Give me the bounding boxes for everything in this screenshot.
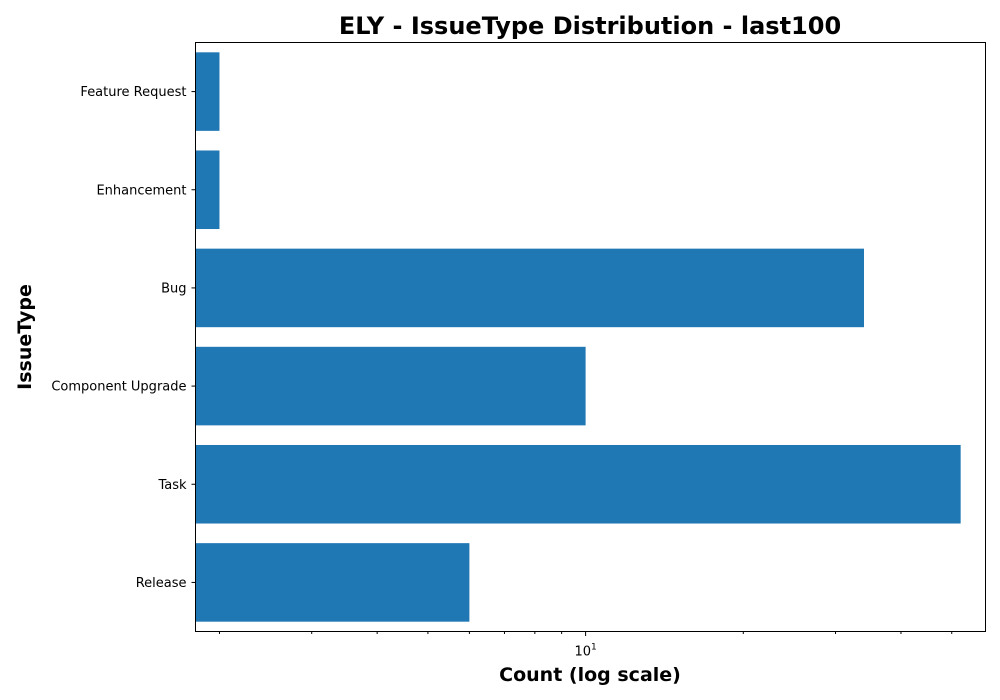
bar-release	[195, 543, 470, 622]
bar-component-upgrade	[195, 346, 586, 426]
y-tick-label-feature-request: Feature Request	[80, 85, 186, 100]
y-tick-label-component-upgrade: Component Upgrade	[51, 380, 186, 395]
y-axis-label: IssueType	[14, 284, 36, 390]
y-tick-label-bug: Bug	[161, 281, 186, 296]
bar-task	[195, 444, 961, 524]
bar-feature-request	[195, 52, 220, 131]
y-tick-label-release: Release	[136, 576, 187, 591]
y-tick-label-enhancement: Enhancement	[96, 183, 186, 198]
chart-title: ELY - IssueType Distribution - last100	[339, 12, 841, 40]
bar-bug	[195, 248, 865, 328]
plot-frame	[195, 42, 986, 632]
bars-group	[195, 52, 961, 622]
bar-enhancement	[195, 150, 220, 230]
x-axis-ticks: 101	[218, 631, 953, 660]
x-axis-label: Count (log scale)	[499, 664, 681, 686]
y-axis-ticks: Feature Request Enhancement Bug Component U…	[51, 85, 196, 591]
y-tick-label-task: Task	[157, 478, 187, 493]
x-tick-label: 101	[574, 643, 596, 660]
